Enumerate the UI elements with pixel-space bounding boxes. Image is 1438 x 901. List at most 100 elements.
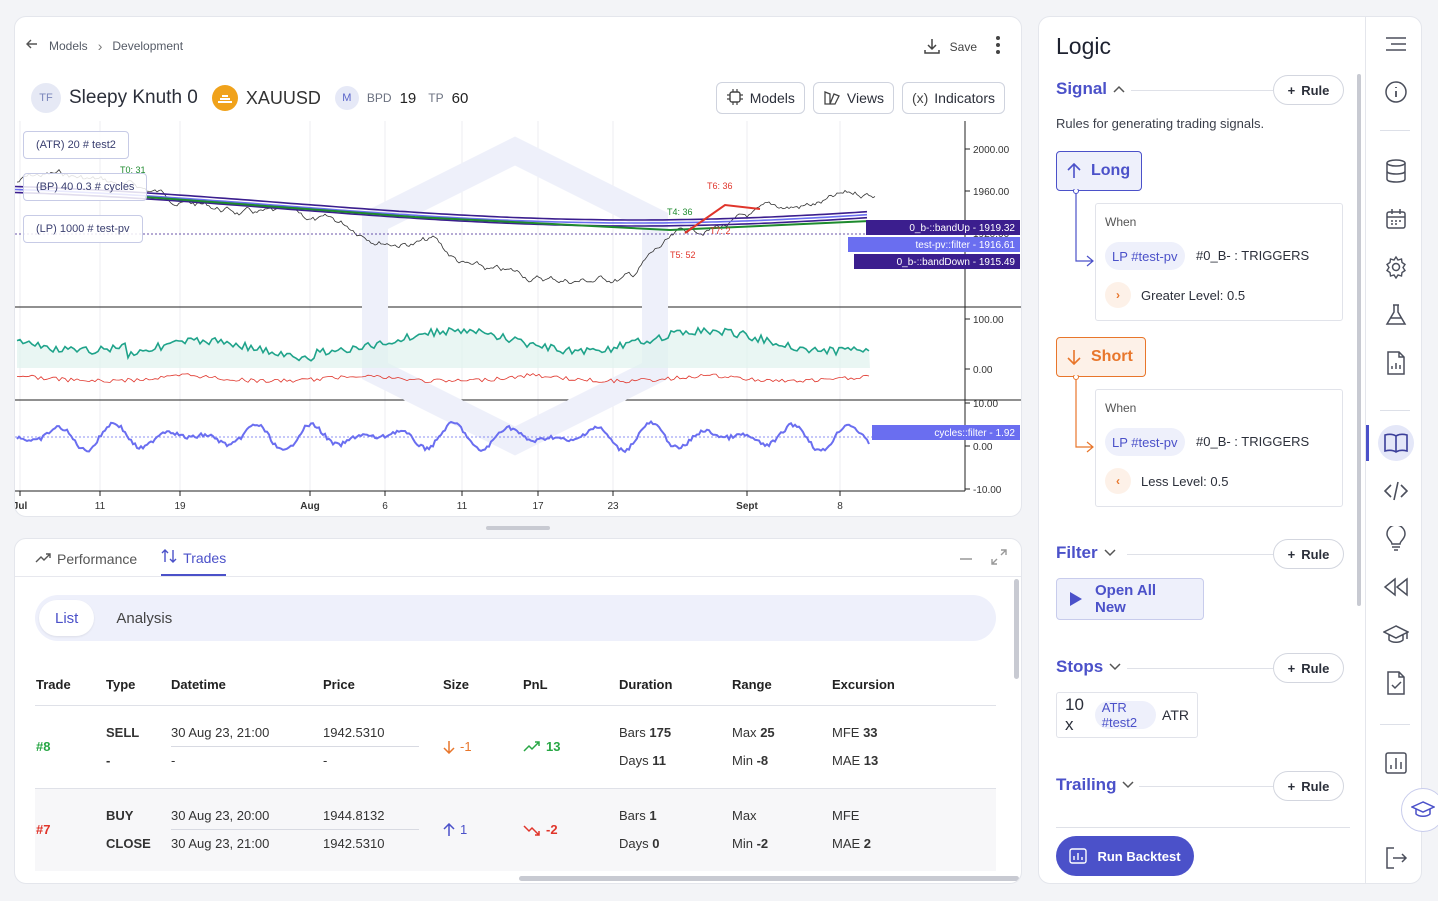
col-size[interactable]: Size <box>442 665 522 706</box>
views-button[interactable]: Views <box>812 82 894 114</box>
long-signal-button[interactable]: Long <box>1056 151 1142 191</box>
vertical-scrollbar[interactable] <box>1014 579 1019 679</box>
add-filter-rule-button[interactable]: + Rule <box>1273 539 1344 569</box>
stops-section-toggle[interactable]: Stops <box>1056 657 1121 677</box>
logout-icon[interactable] <box>1383 845 1409 871</box>
filter-label: Filter <box>1056 543 1098 562</box>
col-pnl[interactable]: PnL <box>522 665 618 706</box>
open-all-new-button[interactable]: Open All New <box>1056 578 1204 620</box>
stop-indicator-chip[interactable]: ATR #test2 <box>1094 700 1157 730</box>
segment-analysis[interactable]: Analysis <box>116 609 173 627</box>
filter-section-toggle[interactable]: Filter <box>1056 543 1116 563</box>
menu-icon[interactable] <box>1383 31 1409 57</box>
add-trailing-rule-button[interactable]: + Rule <box>1273 771 1344 801</box>
panel-controls <box>959 549 1007 568</box>
chart-toolbar: Models Views (x) Indicators <box>715 82 1005 114</box>
plus-icon: + <box>1287 546 1296 562</box>
indicator-lp-label[interactable]: (LP) 1000 # test-pv <box>23 215 143 243</box>
sort-arrows-icon <box>161 549 177 566</box>
minimize-icon[interactable] <box>959 549 973 568</box>
short-indicator-chip[interactable]: LP #test-pv <box>1105 428 1185 456</box>
symbol-label[interactable]: XAUUSD <box>245 87 321 108</box>
plus-icon: + <box>1287 82 1296 98</box>
expand-icon[interactable] <box>991 549 1007 568</box>
signal-section-toggle[interactable]: Signal <box>1056 79 1125 99</box>
breadcrumb-models-link[interactable]: Models <box>49 38 88 53</box>
watermark-logo <box>362 136 668 456</box>
col-price[interactable]: Price <box>322 665 442 706</box>
duration-days: 11 <box>652 753 666 768</box>
database-icon[interactable] <box>1383 158 1409 184</box>
trade-id[interactable]: #7 <box>36 822 51 837</box>
info-icon[interactable] <box>1383 79 1409 105</box>
signal-description: Rules for generating trading signals. <box>1056 116 1265 131</box>
horizontal-scrollbar[interactable] <box>519 876 1019 881</box>
run-backtest-label: Run Backtest <box>1097 848 1181 864</box>
arrow-up-icon <box>443 822 455 836</box>
short-condition-box[interactable]: When LP #test-pv #0_B- : TRIGGERS ‹ Less… <box>1095 389 1343 507</box>
add-signal-rule-button[interactable]: + Rule <box>1273 75 1344 105</box>
trade-path <box>684 203 761 234</box>
graduation-cap-icon[interactable] <box>1383 622 1409 648</box>
trade-marker: T4: 36 <box>667 207 693 217</box>
col-trade[interactable]: Trade <box>35 665 105 706</box>
chevron-up-icon <box>1113 85 1125 93</box>
bar-chart-icon[interactable] <box>1383 750 1409 776</box>
models-button[interactable]: Models <box>715 82 805 114</box>
back-arrow-icon[interactable] <box>25 37 39 54</box>
trailing-section-toggle[interactable]: Trailing <box>1056 775 1134 795</box>
table-row[interactable]: #7 BUY CLOSE 30 Aug 23, 20:00 30 Aug 23, 2… <box>35 788 996 871</box>
tab-trades[interactable]: Trades <box>161 549 227 577</box>
stop-multiplier: 10 x <box>1065 695 1084 734</box>
add-stops-rule-button[interactable]: + Rule <box>1273 653 1344 683</box>
tabs-divider <box>15 576 1021 577</box>
trade-id[interactable]: #8 <box>36 739 51 754</box>
col-range[interactable]: Range <box>731 665 831 706</box>
value-label-bg <box>854 254 1020 269</box>
run-backtest-button[interactable]: Run Backtest <box>1056 836 1194 876</box>
flask-icon[interactable] <box>1383 302 1409 328</box>
stop-rule[interactable]: 10 x ATR #test2 ATR <box>1056 692 1198 738</box>
lightbulb-icon[interactable] <box>1383 526 1409 552</box>
breadcrumb: Models › Development <box>25 37 183 54</box>
trailing-label: Trailing <box>1056 775 1117 794</box>
short-signal-button[interactable]: Short <box>1056 337 1146 377</box>
logic-scrollbar[interactable] <box>1357 74 1361 606</box>
tutorial-graduation-cap-icon[interactable] <box>1401 788 1438 832</box>
indicators-button[interactable]: (x) Indicators <box>901 82 1005 114</box>
model-name[interactable]: Sleepy Knuth 0 <box>69 87 198 108</box>
col-type[interactable]: Type <box>105 665 170 706</box>
resize-handle[interactable] <box>486 526 550 530</box>
tab-performance[interactable]: Performance <box>35 549 137 577</box>
table-row[interactable]: #8 SELL - 30 Aug 23, 21:00- 1942.5310- -1… <box>35 705 996 788</box>
trade-pnl-value: 13 <box>546 739 561 754</box>
save-button[interactable]: Save <box>922 36 977 59</box>
col-duration[interactable]: Duration <box>618 665 731 706</box>
calendar-icon[interactable] <box>1383 206 1409 232</box>
rewind-icon[interactable] <box>1383 574 1409 600</box>
arrow-up-icon <box>1067 163 1081 178</box>
segment-list[interactable]: List <box>39 600 95 636</box>
long-condition-box[interactable]: When LP #test-pv #0_B- : TRIGGERS › Grea… <box>1095 203 1343 321</box>
book-open-icon[interactable] <box>1383 430 1409 456</box>
mfe-label: MFE <box>832 725 860 740</box>
indicator-bp-label[interactable]: (BP) 40 0.3 # cycles <box>23 173 148 201</box>
checklist-file-icon[interactable] <box>1383 670 1409 696</box>
report-file-icon[interactable] <box>1383 350 1409 376</box>
greater-than-icon: › <box>1105 282 1131 308</box>
trade-marker: T0: 31 <box>120 165 146 175</box>
long-indicator-chip[interactable]: LP #test-pv <box>1105 242 1185 270</box>
code-icon[interactable] <box>1383 478 1409 504</box>
value-label-bg <box>872 425 1020 440</box>
duration-days-label: Days <box>619 836 649 851</box>
settings-gear-icon[interactable] <box>1383 254 1409 280</box>
col-datetime[interactable]: Datetime <box>170 665 322 706</box>
rail-active-indicator <box>1366 425 1369 461</box>
stops-label: Stops <box>1056 657 1104 676</box>
more-vertical-icon[interactable] <box>989 35 1007 59</box>
rail-divider <box>1380 724 1410 725</box>
price-chart[interactable]: T0: 31 T4: 36 T6: 36 T5: 52 T7: 2 2000.00 1960… <box>15 121 1022 517</box>
indicator-atr-label[interactable]: (ATR) 20 # test2 <box>23 131 129 159</box>
col-excursion[interactable]: Excursion <box>831 665 996 706</box>
